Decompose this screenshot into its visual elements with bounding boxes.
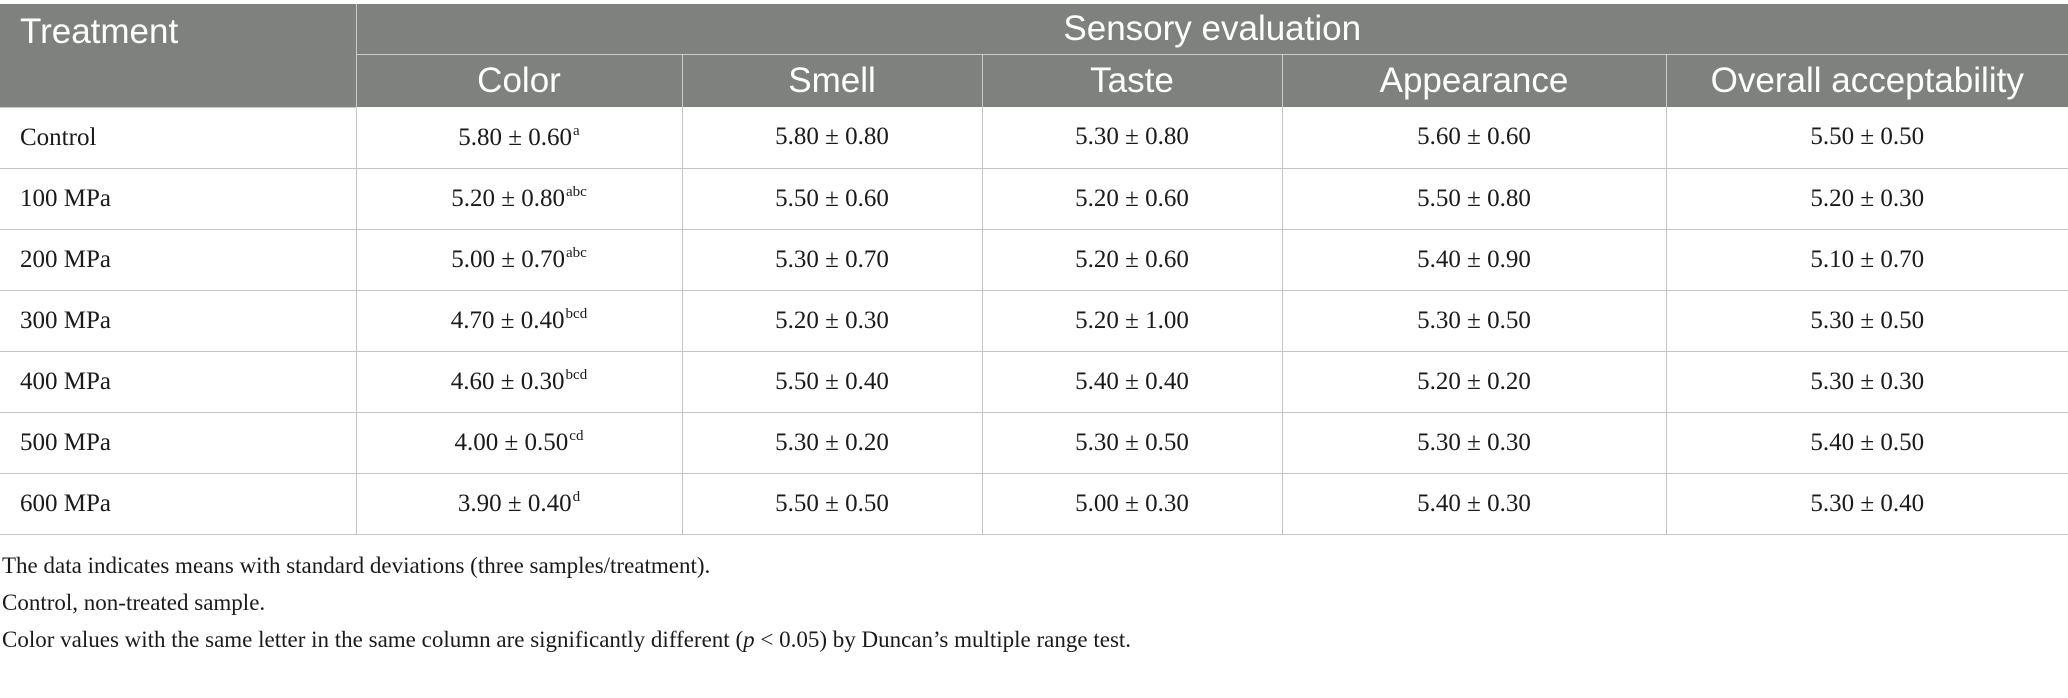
cell-treatment: 100 MPa [0, 168, 356, 230]
cell-overall: 5.30 ± 0.30 [1665, 351, 2068, 413]
header-sensory-evaluation: Sensory evaluation [355, 4, 2068, 55]
cell-overall: 5.20 ± 0.30 [1665, 168, 2068, 230]
cell-smell: 5.80 ± 0.80 [681, 107, 982, 169]
significance-letter: bcd [565, 367, 588, 383]
cell-color: 4.00 ± 0.50cd [355, 412, 682, 474]
table-body: Control 5.80 ± 0.60a 5.80 ± 0.80 5.30 ± … [0, 107, 2068, 535]
cell-treatment: 500 MPa [0, 412, 356, 474]
footnote-control: Control, non-treated sample. [2, 589, 266, 615]
cell-color: 4.70 ± 0.40bcd [355, 290, 682, 352]
cell-treatment: 600 MPa [0, 473, 356, 535]
significance-letter: d [572, 489, 581, 505]
cell-color: 5.00 ± 0.70abc [355, 229, 682, 291]
significance-letter: abc [565, 184, 587, 200]
cell-overall: 5.50 ± 0.50 [1665, 107, 2068, 169]
cell-taste: 5.40 ± 0.40 [981, 351, 1282, 413]
table-header: Treatment Sensory evaluation Color Smell… [0, 4, 2068, 108]
color-value: 4.00 ± 0.50 [454, 429, 569, 456]
cell-overall: 5.40 ± 0.50 [1665, 412, 2068, 474]
cell-smell: 5.50 ± 0.50 [681, 473, 982, 535]
cell-smell: 5.30 ± 0.20 [681, 412, 982, 474]
header-overall-acceptability: Overall acceptability [1665, 54, 2068, 107]
cell-appearance: 5.20 ± 0.20 [1281, 351, 1666, 413]
cell-smell: 5.50 ± 0.60 [681, 168, 982, 230]
color-value: 3.90 ± 0.40 [457, 490, 572, 517]
cell-color: 4.60 ± 0.30bcd [355, 351, 682, 413]
footnote-significance: Color values with the same letter in the… [2, 621, 2068, 658]
cell-taste: 5.00 ± 0.30 [981, 473, 1282, 535]
footnote-significance-text-end: < 0.05) by Duncan’s multiple range test. [754, 626, 1132, 652]
significance-letter: abc [565, 245, 587, 261]
cell-treatment: Control [0, 107, 356, 169]
significance-letter: a [573, 122, 580, 139]
cell-appearance: 5.40 ± 0.90 [1281, 229, 1666, 291]
cell-overall: 5.10 ± 0.70 [1665, 229, 2068, 291]
cell-taste: 5.20 ± 0.60 [981, 229, 1282, 291]
table-row: 200 MPa 5.00 ± 0.70abc 5.30 ± 0.70 5.20 … [0, 229, 2068, 291]
color-value: 5.20 ± 0.80 [451, 185, 565, 212]
cell-appearance: 5.40 ± 0.30 [1281, 473, 1666, 535]
footnote-significance-text: Color values with the same letter in the… [2, 626, 744, 652]
cell-smell: 5.20 ± 0.30 [681, 290, 982, 352]
table-row: 600 MPa 3.90 ± 0.40d 5.50 ± 0.50 5.00 ± … [0, 473, 2068, 535]
cell-color: 3.90 ± 0.40d [355, 473, 682, 535]
cell-taste: 5.30 ± 0.80 [981, 107, 1282, 169]
table-figure: Treatment Sensory evaluation Color Smell… [0, 4, 2068, 658]
header-smell: Smell [681, 54, 983, 107]
cell-appearance: 5.60 ± 0.60 [1281, 107, 1666, 169]
cell-appearance: 5.50 ± 0.80 [1281, 168, 1666, 230]
significance-letter: cd [569, 428, 584, 444]
table-row: 100 MPa 5.20 ± 0.80abc 5.50 ± 0.60 5.20 … [0, 168, 2068, 230]
significance-letter: bcd [565, 306, 588, 322]
cell-overall: 5.30 ± 0.40 [1665, 473, 2068, 535]
color-value: 5.00 ± 0.70 [451, 246, 565, 273]
cell-overall: 5.30 ± 0.50 [1665, 290, 2068, 352]
table-row: Control 5.80 ± 0.60a 5.80 ± 0.80 5.30 ± … [0, 107, 2068, 169]
cell-appearance: 5.30 ± 0.50 [1281, 290, 1666, 352]
cell-taste: 5.30 ± 0.50 [981, 412, 1282, 474]
table-row: 300 MPa 4.70 ± 0.40bcd 5.20 ± 0.30 5.20 … [0, 290, 2068, 352]
header-appearance: Appearance [1281, 54, 1667, 107]
cell-taste: 5.20 ± 0.60 [981, 168, 1282, 230]
header-taste: Taste [981, 54, 1283, 107]
header-treatment: Treatment [0, 4, 357, 108]
cell-color: 5.20 ± 0.80abc [355, 168, 682, 230]
color-value: 5.80 ± 0.60 [458, 123, 573, 151]
sensory-table: Treatment Sensory evaluation Color Smell… [0, 4, 2068, 535]
cell-smell: 5.50 ± 0.40 [681, 351, 982, 413]
table-row: 500 MPa 4.00 ± 0.50cd 5.30 ± 0.20 5.30 ±… [0, 412, 2068, 474]
table-row: 400 MPa 4.60 ± 0.30bcd 5.50 ± 0.40 5.40 … [0, 351, 2068, 413]
cell-color: 5.80 ± 0.60a [355, 107, 682, 169]
cell-treatment: 300 MPa [0, 290, 356, 352]
table-footnotes: The data indicates means with standard d… [0, 535, 2068, 658]
cell-treatment: 400 MPa [0, 351, 356, 413]
cell-treatment: 200 MPa [0, 229, 356, 291]
header-color: Color [355, 54, 683, 107]
color-value: 4.60 ± 0.30 [450, 368, 565, 395]
cell-taste: 5.20 ± 1.00 [981, 290, 1282, 352]
color-value: 4.70 ± 0.40 [450, 307, 565, 334]
cell-smell: 5.30 ± 0.70 [681, 229, 982, 291]
footnote-means: The data indicates means with standard d… [2, 552, 711, 578]
cell-appearance: 5.30 ± 0.30 [1281, 412, 1666, 474]
p-value-symbol: p [743, 626, 755, 652]
